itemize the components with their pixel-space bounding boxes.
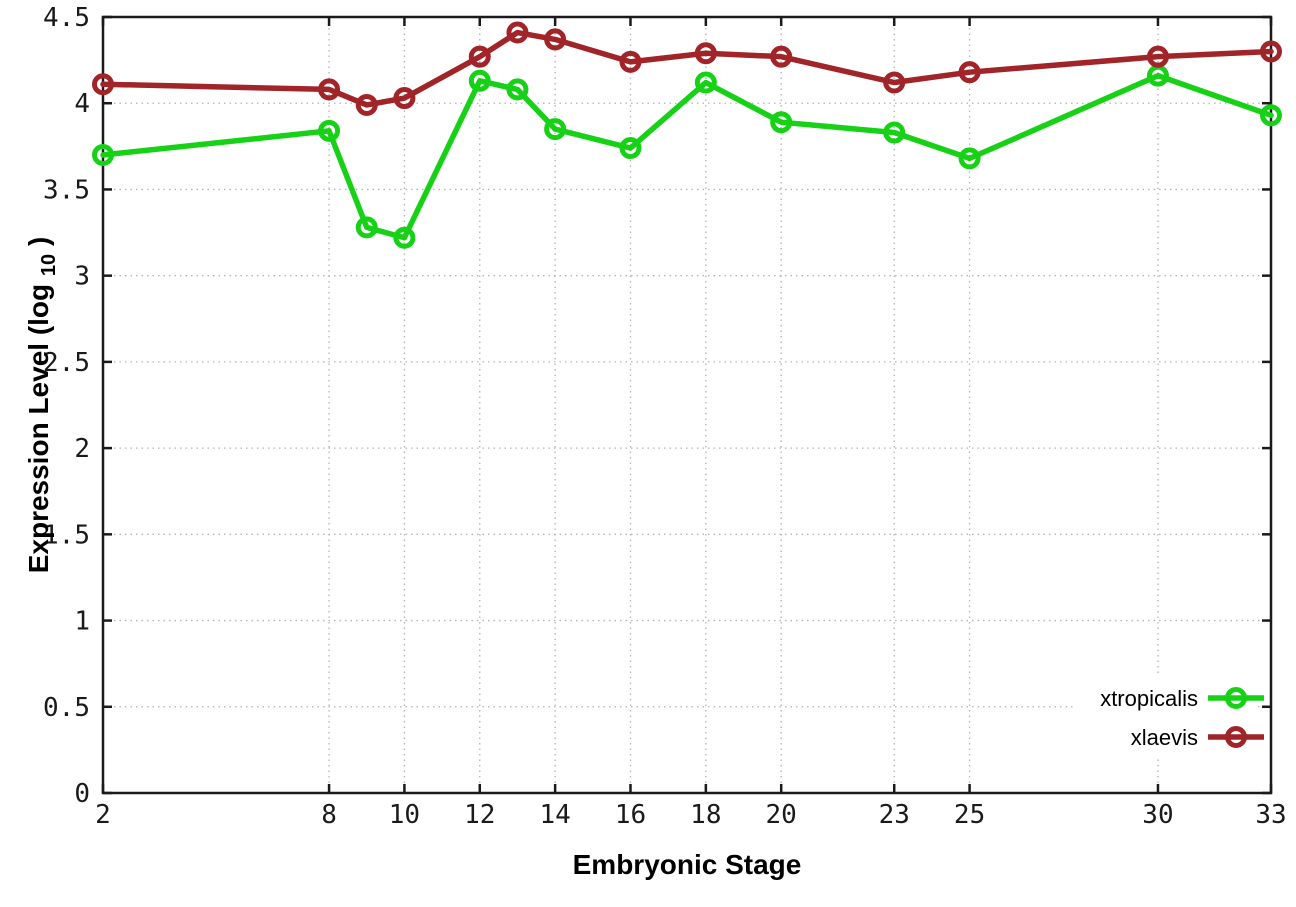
- plot-border: [101, 15, 1273, 795]
- data-point-xtropicalis: [958, 147, 981, 170]
- data-point-xtropicalis: [92, 143, 114, 166]
- legend-item-xtropicalis: xtropicalis: [1100, 686, 1264, 711]
- legend: xtropicalis xlaevis: [1076, 676, 1264, 756]
- x-tick-label: 8: [321, 800, 337, 830]
- x-tick-label: 23: [879, 800, 910, 830]
- legend-label: xlaevis: [1131, 725, 1198, 750]
- x-tick-label: 33: [1255, 800, 1286, 830]
- x-tick-label: 16: [615, 800, 646, 830]
- data-point-xlaevis: [694, 42, 717, 65]
- data-point-xlaevis: [958, 61, 981, 84]
- x-tick-label: 10: [389, 800, 420, 830]
- data-point-xtropicalis: [355, 216, 378, 239]
- data-point-xlaevis: [92, 73, 114, 96]
- data-point-xlaevis: [619, 50, 642, 73]
- legend-marker-icon: [1225, 726, 1247, 748]
- data-point-xlaevis: [355, 93, 378, 116]
- y-tick-label: 3.5: [43, 175, 90, 205]
- x-axis-title: Embryonic Stage: [573, 849, 802, 880]
- data-point-xtropicalis: [1260, 104, 1282, 127]
- axis-ticks: [101, 15, 1273, 795]
- y-tick-label: 4: [74, 89, 90, 119]
- data-point-xlaevis: [318, 78, 341, 101]
- y-tick-label: 3: [74, 262, 90, 292]
- data-point-xtropicalis: [694, 71, 717, 94]
- data-point-xtropicalis: [393, 226, 416, 249]
- y-tick-label: 0: [74, 779, 90, 809]
- data-point-xtropicalis: [883, 121, 906, 144]
- x-tick-label: 25: [954, 800, 985, 830]
- x-tick-label: 12: [464, 800, 495, 830]
- legend-label: xtropicalis: [1100, 686, 1198, 711]
- data-point-xtropicalis: [770, 111, 793, 134]
- y-axis-title-suffix: ): [23, 237, 54, 246]
- legend-item-xlaevis: xlaevis: [1131, 725, 1264, 750]
- legend-marker-icon: [1225, 687, 1247, 709]
- data-point-xlaevis: [506, 21, 529, 44]
- series-line-xlaevis: [100, 29, 1274, 108]
- y-tick-labels: 0 0.5 1 1.5 2 2.5 3 3.5 4 4.5: [43, 3, 90, 809]
- y-axis-title-subscript: 10: [38, 254, 60, 276]
- data-point-xtropicalis: [468, 69, 491, 92]
- y-tick-label: 0.5: [43, 693, 90, 723]
- data-point-xlaevis: [770, 45, 793, 68]
- x-tick-labels: 2 8 10 12 14 16 18 20 23 25 30 33: [95, 800, 1286, 830]
- data-series: [92, 21, 1282, 249]
- y-tick-label: 4.5: [43, 3, 90, 33]
- x-tick-label: 30: [1142, 800, 1173, 830]
- data-point-xtropicalis: [544, 118, 567, 141]
- data-point-xtropicalis: [318, 119, 341, 142]
- data-point-xlaevis: [1260, 40, 1282, 63]
- x-tick-label: 14: [539, 800, 570, 830]
- y-tick-label: 1.5: [43, 520, 90, 550]
- y-tick-label: 1: [74, 607, 90, 637]
- x-tick-label: 20: [766, 800, 797, 830]
- data-point-xlaevis: [393, 87, 416, 110]
- x-tick-label: 18: [690, 800, 721, 830]
- y-axis-title-main: Expression Level (log: [23, 284, 54, 573]
- y-tick-label: 2.5: [43, 348, 90, 378]
- y-axis-title: Expression Level (log 10 ): [23, 237, 61, 574]
- data-point-xlaevis: [1146, 45, 1169, 68]
- data-point-xlaevis: [544, 28, 567, 51]
- data-point-xlaevis: [883, 71, 906, 94]
- gridlines: [103, 17, 1271, 793]
- data-point-xtropicalis: [506, 78, 529, 101]
- x-tick-label: 2: [95, 800, 111, 830]
- y-tick-label: 2: [74, 434, 90, 464]
- series-line-xtropicalis: [100, 72, 1274, 241]
- data-point-xtropicalis: [619, 137, 642, 160]
- data-point-xlaevis: [468, 45, 491, 68]
